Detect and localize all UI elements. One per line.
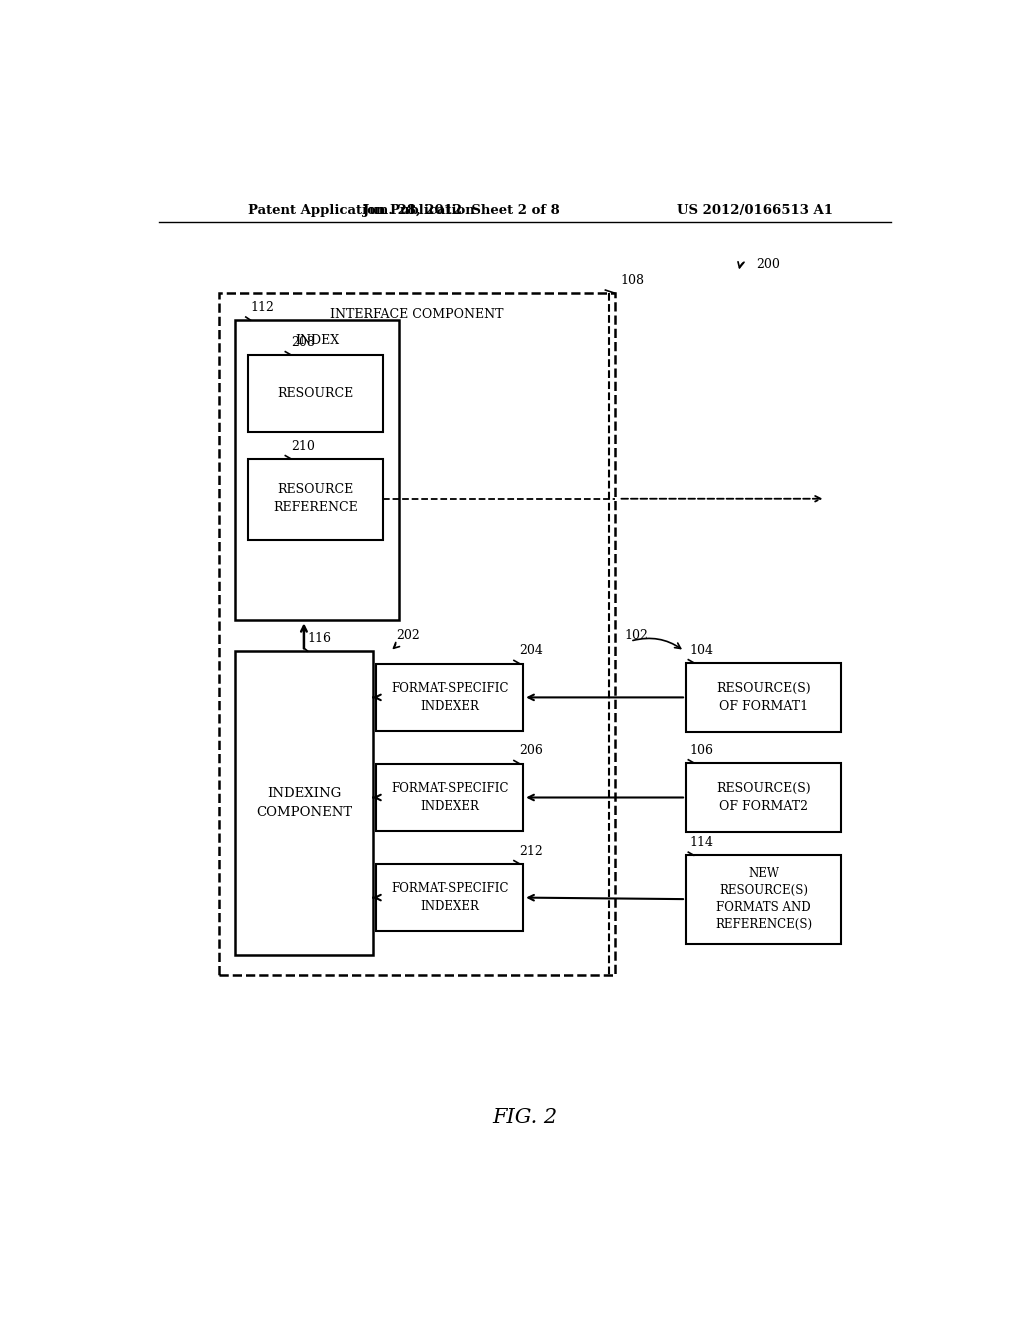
Bar [248,355,383,432]
Text: RESOURCE: RESOURCE [278,387,353,400]
Bar [376,863,523,932]
Text: 116: 116 [308,632,332,645]
Text: FIG. 2: FIG. 2 [493,1107,557,1126]
Text: 112: 112 [251,301,274,314]
Text: 102: 102 [624,628,648,642]
Text: 202: 202 [396,628,420,642]
Text: 114: 114 [690,836,714,849]
Text: US 2012/0166513 A1: US 2012/0166513 A1 [677,205,834,218]
Bar [686,763,841,832]
Text: 208: 208 [291,335,314,348]
Text: 204: 204 [519,644,544,657]
Bar [234,321,399,620]
Text: INDEXING
COMPONENT: INDEXING COMPONENT [256,787,352,818]
Bar [686,855,841,944]
Bar [248,459,383,540]
Text: 108: 108 [621,275,645,286]
Text: NEW
RESOURCE(S)
FORMATS AND
REFERENCE(S): NEW RESOURCE(S) FORMATS AND REFERENCE(S) [715,867,812,931]
Text: 210: 210 [291,440,314,453]
Text: INTERFACE COMPONENT: INTERFACE COMPONENT [331,308,504,321]
Text: 104: 104 [690,644,714,656]
Bar [376,763,523,832]
Text: INDEX: INDEX [295,334,339,347]
Text: RESOURCE(S)
OF FORMAT2: RESOURCE(S) OF FORMAT2 [716,781,811,813]
Bar [686,663,841,733]
Text: 200: 200 [756,259,779,271]
Bar [234,651,373,956]
Text: 212: 212 [519,845,543,858]
Text: Jun. 28, 2012  Sheet 2 of 8: Jun. 28, 2012 Sheet 2 of 8 [362,205,560,218]
Text: FORMAT-SPECIFIC
INDEXER: FORMAT-SPECIFIC INDEXER [391,781,508,813]
Text: 106: 106 [690,743,714,756]
Bar [376,664,523,731]
Text: FORMAT-SPECIFIC
INDEXER: FORMAT-SPECIFIC INDEXER [391,682,508,713]
Text: FORMAT-SPECIFIC
INDEXER: FORMAT-SPECIFIC INDEXER [391,882,508,913]
Bar [219,293,614,974]
Text: 206: 206 [519,744,544,758]
Text: Patent Application Publication: Patent Application Publication [248,205,475,218]
Text: RESOURCE
REFERENCE: RESOURCE REFERENCE [273,483,358,515]
Text: RESOURCE(S)
OF FORMAT1: RESOURCE(S) OF FORMAT1 [716,682,811,713]
